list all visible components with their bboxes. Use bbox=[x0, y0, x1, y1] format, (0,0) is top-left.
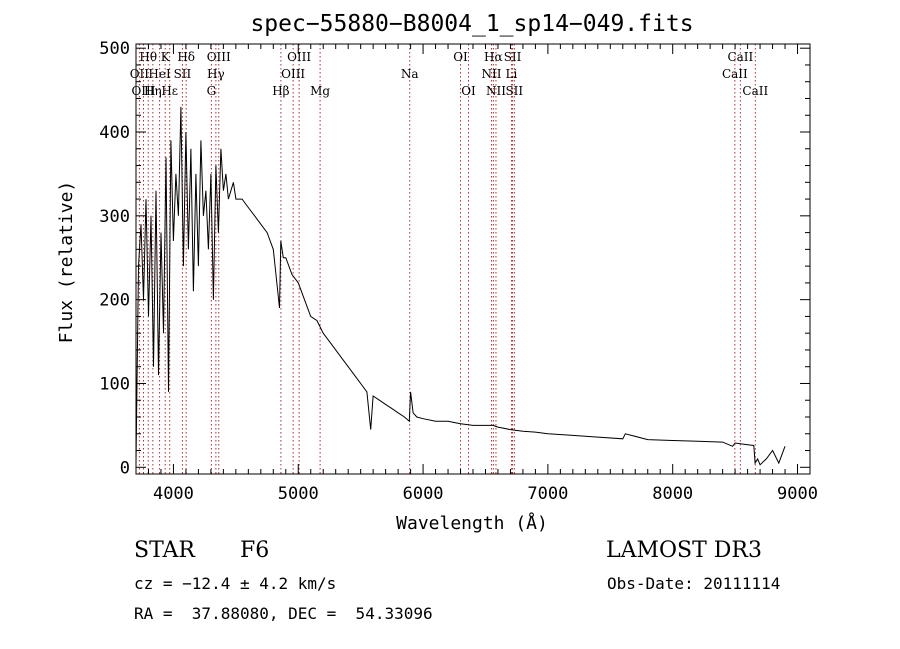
obs-date-text: Obs-Date: 20111114 bbox=[607, 574, 781, 593]
line-marker-label: OIII bbox=[207, 50, 231, 64]
y-tick-label: 400 bbox=[99, 123, 130, 143]
x-tick-label: 8000 bbox=[652, 484, 693, 504]
line-marker-label: HeI bbox=[148, 67, 171, 81]
redshift-text: cz = −12.4 ± 4.2 km/s bbox=[134, 574, 337, 593]
y-tick-label: 100 bbox=[99, 374, 130, 394]
line-marker-label: Hγ bbox=[207, 67, 225, 81]
line-marker-group bbox=[138, 44, 756, 474]
x-axis-label: Wavelength (Å) bbox=[396, 512, 548, 534]
y-tick-label: 300 bbox=[99, 207, 130, 227]
line-marker-label: Hδ bbox=[177, 50, 195, 64]
line-marker-label: NII bbox=[486, 84, 506, 98]
coordinates-text: RA = 37.88080, DEC = 54.33096 bbox=[134, 604, 433, 623]
x-tick-label: 6000 bbox=[403, 484, 444, 504]
spectrum-plot: spec−55880−B8004_1_sp14−049.fits Hθ K Hδ OI… bbox=[56, 11, 818, 534]
line-marker-label: OI bbox=[461, 84, 476, 98]
line-marker-label: OI bbox=[453, 50, 468, 64]
line-marker-label: OIII bbox=[287, 50, 311, 64]
tick-group: 4000 5000 6000 7000 8000 9000 0 100 200 300 400 500 bbox=[99, 39, 818, 504]
survey-name: LAMOST DR3 bbox=[606, 538, 762, 563]
chart-title: spec−55880−B8004_1_sp14−049.fits bbox=[250, 11, 693, 37]
line-marker-label: CaII bbox=[727, 50, 753, 64]
line-marker-label: G bbox=[207, 84, 217, 98]
line-marker-label: NII bbox=[481, 67, 501, 81]
x-tick-label: 7000 bbox=[527, 484, 568, 504]
y-axis-label: Flux (relative) bbox=[56, 181, 77, 344]
axes-frame bbox=[135, 43, 811, 475]
line-marker-label: CaII bbox=[722, 67, 748, 81]
line-marker-label: Mg bbox=[310, 84, 330, 98]
y-tick-label: 200 bbox=[99, 291, 130, 311]
spectrum-line bbox=[135, 106, 786, 466]
object-class: STAR bbox=[134, 538, 195, 563]
line-marker-label: Li bbox=[506, 67, 518, 81]
line-marker-label: Hα bbox=[484, 50, 503, 64]
line-marker-label: Hβ bbox=[272, 84, 289, 98]
line-marker-label: OIII bbox=[281, 67, 305, 81]
line-marker-label: Hη bbox=[144, 84, 162, 98]
line-marker-label: Hε bbox=[161, 84, 178, 98]
line-marker-label: Hθ bbox=[139, 50, 157, 64]
y-tick-label: 0 bbox=[120, 458, 130, 478]
x-tick-label: 5000 bbox=[278, 484, 319, 504]
line-marker-label: OII bbox=[130, 67, 150, 81]
x-tick-label: 9000 bbox=[777, 484, 818, 504]
object-subclass: F6 bbox=[240, 538, 270, 563]
line-marker-label: OIII bbox=[131, 84, 155, 98]
y-tick-label: 500 bbox=[99, 39, 130, 59]
line-marker-label: Na bbox=[401, 67, 419, 81]
line-marker-label: SII bbox=[504, 50, 522, 64]
line-marker-label: SII bbox=[505, 84, 523, 98]
x-tick-label: 4000 bbox=[153, 484, 194, 504]
line-marker-label: K bbox=[161, 50, 171, 64]
line-marker-label: SII bbox=[174, 67, 192, 81]
line-marker-label: CaII bbox=[742, 84, 768, 98]
